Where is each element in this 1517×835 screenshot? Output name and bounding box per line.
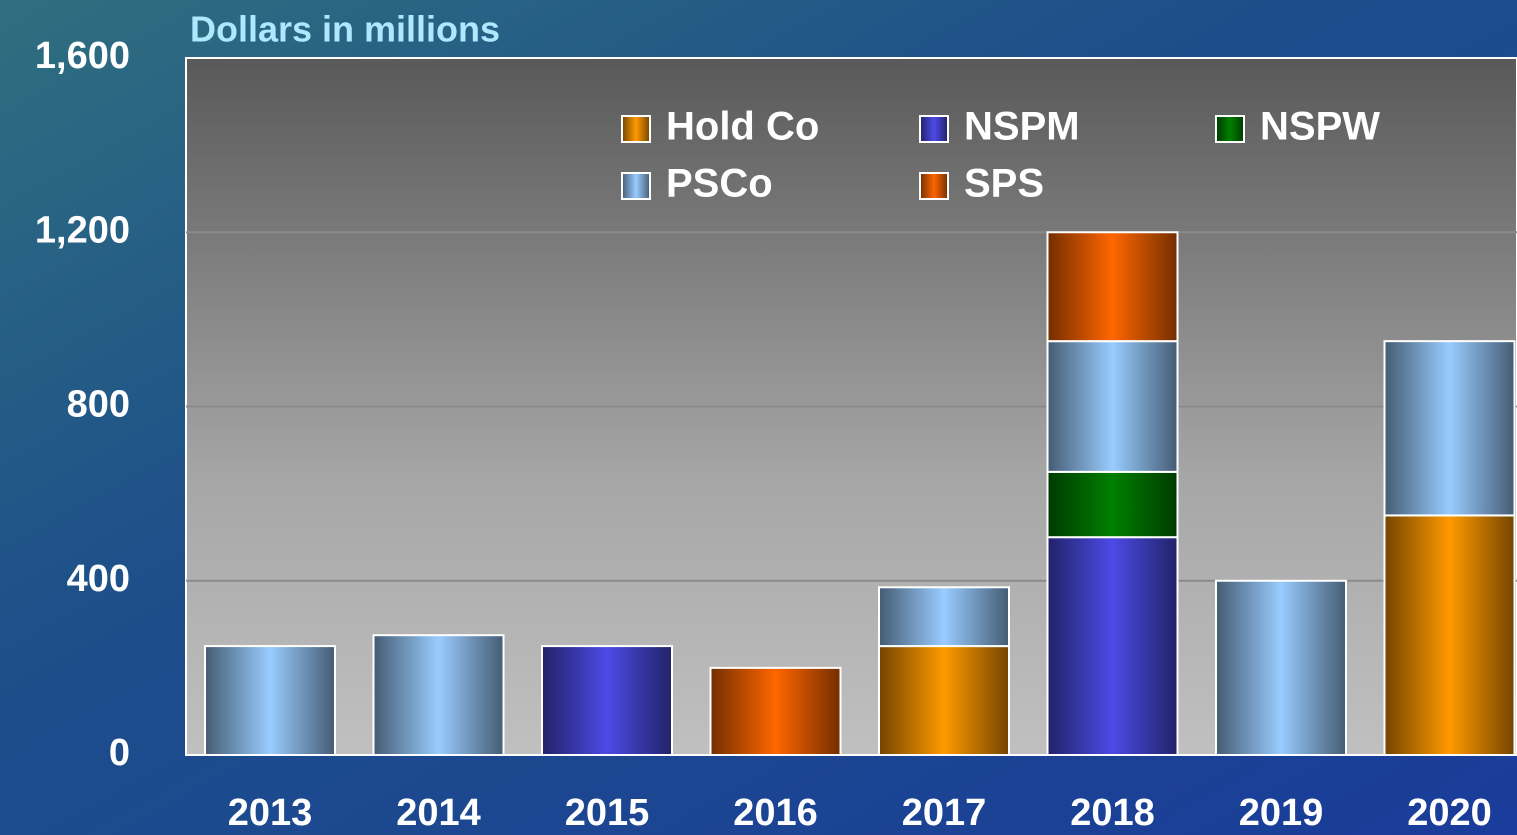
bar-segment (1046, 231, 1179, 343)
x-tick-label: 2019 (1239, 792, 1324, 834)
legend-swatch (919, 115, 949, 143)
x-tick-label: 2017 (902, 792, 987, 834)
y-tick-label: 0 (109, 732, 130, 774)
legend-swatch (621, 115, 651, 143)
bar-segment (1215, 579, 1347, 756)
bar-segment (709, 666, 842, 756)
x-tick-label: 2014 (396, 792, 481, 834)
legend-label: Hold Co (666, 105, 819, 149)
legend-label: SPS (964, 162, 1044, 206)
bar-segment (1046, 536, 1179, 756)
x-tick-label: 2016 (733, 792, 818, 834)
bar-segment (878, 586, 1010, 648)
x-tick-label: 2013 (228, 792, 313, 834)
x-tick-label: 2018 (1070, 792, 1155, 834)
bar-segment (878, 645, 1010, 756)
legend-swatch (621, 172, 651, 200)
legend-label: NSPM (964, 105, 1080, 149)
bar-segment (1046, 340, 1179, 473)
y-tick-label: 800 (67, 384, 130, 426)
legend-label: NSPW (1260, 105, 1380, 149)
bar-segment (1383, 514, 1516, 756)
legend-swatch (1215, 115, 1245, 143)
y-tick-label: 400 (67, 558, 130, 600)
chart-title: Dollars in millions (190, 9, 500, 50)
bar-segment (204, 645, 336, 756)
bar-segment (1046, 470, 1179, 539)
bar-segment (372, 634, 505, 756)
bar-segment (541, 645, 673, 756)
x-tick-label: 2020 (1407, 792, 1492, 834)
legend-swatch (919, 172, 949, 200)
legend-label: PSCo (666, 162, 773, 206)
y-tick-label: 1,600 (35, 35, 130, 77)
x-tick-label: 2015 (565, 792, 650, 834)
y-tick-label: 1,200 (35, 209, 130, 251)
bar-segment (1383, 340, 1516, 517)
